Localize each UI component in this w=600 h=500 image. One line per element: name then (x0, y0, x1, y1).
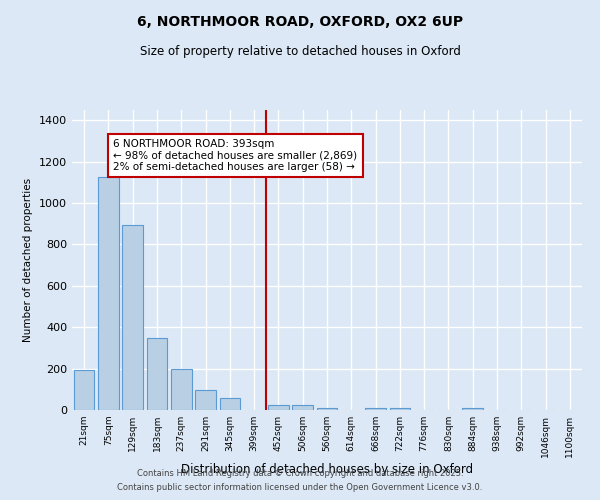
Bar (365, 408, 386, 410)
Text: 6 NORTHMOOR ROAD: 393sqm
← 98% of detached houses are smaller (2,869)
2% of semi: 6 NORTHMOOR ROAD: 393sqm ← 98% of detach… (113, 139, 358, 172)
Text: Contains public sector information licensed under the Open Government Licence v3: Contains public sector information licen… (118, 484, 482, 492)
Text: Contains HM Land Registry data © Crown copyright and database right 2025.: Contains HM Land Registry data © Crown c… (137, 468, 463, 477)
Bar (292, 406, 313, 410)
Bar (74, 370, 94, 410)
Bar (122, 225, 143, 410)
Text: 6, NORTHMOOR ROAD, OXFORD, OX2 6UP: 6, NORTHMOOR ROAD, OXFORD, OX2 6UP (137, 15, 463, 29)
Bar (171, 370, 191, 410)
Bar (268, 406, 289, 410)
Y-axis label: Number of detached properties: Number of detached properties (23, 178, 34, 342)
Text: Size of property relative to detached houses in Oxford: Size of property relative to detached ho… (140, 45, 460, 58)
Bar (98, 177, 119, 410)
Bar (220, 398, 240, 410)
Bar (195, 390, 216, 410)
Bar (146, 338, 167, 410)
Bar (463, 408, 483, 410)
X-axis label: Distribution of detached houses by size in Oxford: Distribution of detached houses by size … (181, 462, 473, 475)
Bar (317, 408, 337, 410)
Bar (389, 408, 410, 410)
